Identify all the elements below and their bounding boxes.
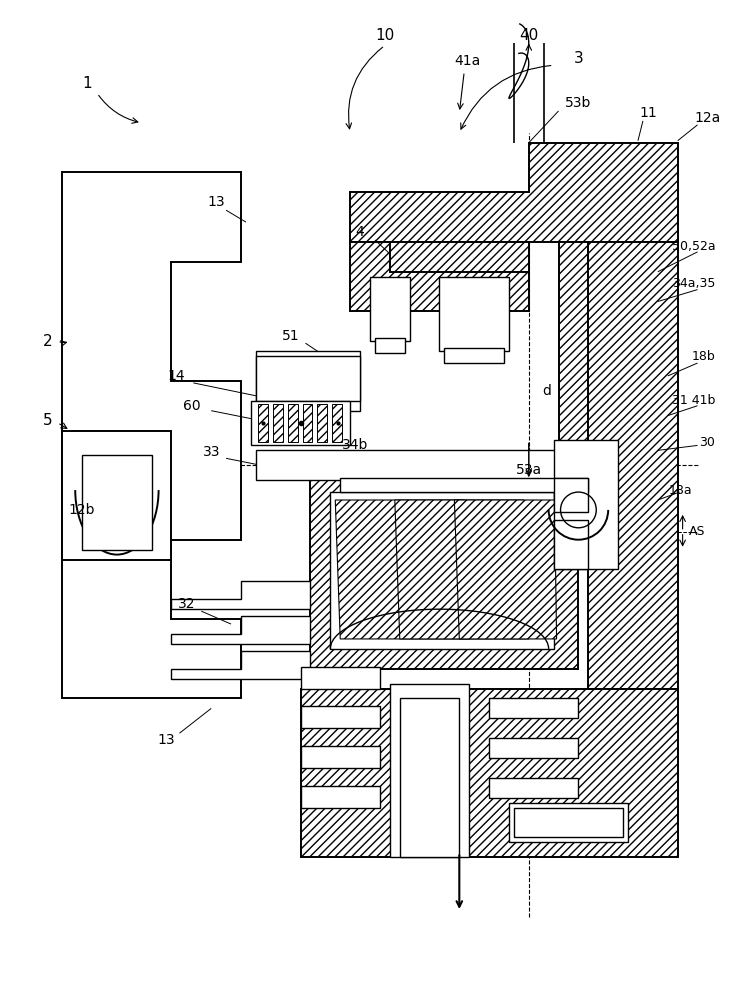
Polygon shape — [317, 404, 328, 442]
Text: 18a: 18a — [669, 484, 692, 497]
Polygon shape — [390, 242, 529, 272]
Polygon shape — [554, 520, 588, 569]
Text: 32: 32 — [178, 597, 195, 611]
Polygon shape — [439, 277, 509, 351]
Polygon shape — [444, 348, 504, 363]
Polygon shape — [370, 277, 410, 341]
Polygon shape — [62, 431, 171, 560]
Polygon shape — [300, 746, 380, 768]
Polygon shape — [300, 667, 380, 689]
Text: 14: 14 — [168, 369, 185, 383]
Polygon shape — [311, 470, 579, 669]
Polygon shape — [514, 808, 623, 837]
Polygon shape — [332, 404, 342, 442]
Polygon shape — [251, 401, 350, 445]
Text: 34a,35: 34a,35 — [672, 277, 715, 290]
Text: d: d — [542, 384, 551, 398]
Polygon shape — [455, 500, 556, 639]
Polygon shape — [171, 651, 311, 679]
Text: 34b: 34b — [342, 438, 368, 452]
Polygon shape — [273, 404, 283, 442]
Polygon shape — [258, 404, 268, 442]
Polygon shape — [489, 778, 579, 798]
Text: 10: 10 — [375, 28, 395, 43]
Polygon shape — [331, 492, 554, 649]
Text: 13: 13 — [158, 733, 176, 747]
Polygon shape — [300, 689, 677, 857]
Polygon shape — [350, 143, 677, 242]
Text: 50,52a: 50,52a — [672, 240, 715, 253]
Text: 18b: 18b — [692, 350, 715, 363]
Text: 51: 51 — [282, 329, 300, 343]
Polygon shape — [300, 706, 380, 728]
Polygon shape — [350, 242, 529, 311]
Text: 4: 4 — [356, 225, 365, 239]
Polygon shape — [288, 404, 297, 442]
Text: 1: 1 — [83, 76, 92, 91]
Polygon shape — [82, 455, 151, 550]
Text: 5: 5 — [43, 413, 52, 428]
Text: AS: AS — [689, 525, 706, 538]
Text: 12a: 12a — [694, 111, 720, 125]
Polygon shape — [303, 404, 312, 442]
Polygon shape — [588, 242, 677, 689]
Polygon shape — [340, 478, 588, 492]
Polygon shape — [509, 803, 628, 842]
Text: 31 41b: 31 41b — [672, 394, 715, 407]
Text: 2: 2 — [43, 334, 52, 349]
Polygon shape — [335, 500, 469, 639]
Polygon shape — [375, 338, 404, 353]
Polygon shape — [559, 242, 588, 460]
Text: 41a: 41a — [454, 54, 480, 68]
Text: 53a: 53a — [516, 463, 542, 477]
Polygon shape — [395, 500, 529, 639]
Polygon shape — [489, 738, 579, 758]
Text: 3: 3 — [573, 51, 583, 66]
Text: 53b: 53b — [565, 96, 592, 110]
Text: 11: 11 — [639, 106, 657, 120]
Polygon shape — [256, 351, 360, 411]
Text: 60: 60 — [182, 399, 200, 413]
Polygon shape — [171, 616, 311, 644]
Polygon shape — [256, 356, 360, 401]
Text: 33: 33 — [202, 445, 220, 459]
Polygon shape — [400, 698, 459, 857]
Text: 12b: 12b — [69, 503, 95, 517]
Text: 30: 30 — [700, 436, 715, 449]
Polygon shape — [390, 684, 469, 857]
Text: 40: 40 — [519, 28, 539, 43]
Polygon shape — [554, 440, 618, 569]
Polygon shape — [554, 478, 588, 512]
Polygon shape — [489, 698, 579, 718]
Polygon shape — [256, 450, 588, 480]
Polygon shape — [62, 172, 241, 698]
Text: 13: 13 — [207, 195, 225, 209]
Polygon shape — [300, 786, 380, 808]
Polygon shape — [171, 581, 311, 609]
